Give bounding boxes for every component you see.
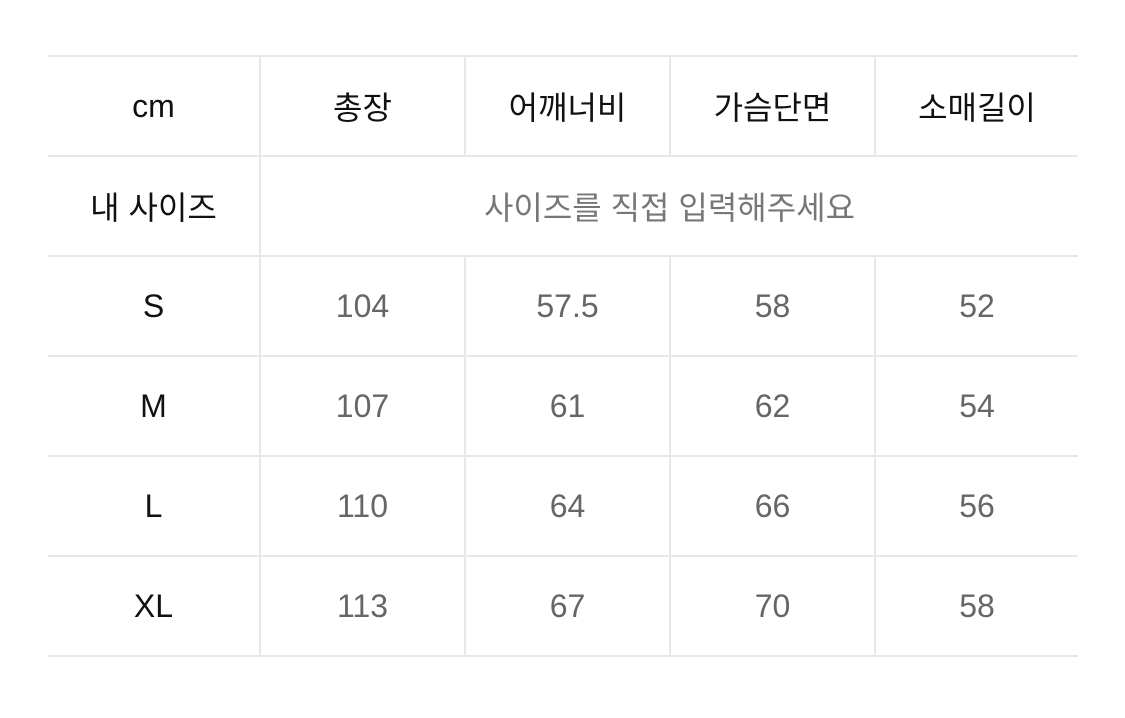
cell-sleeve-length: 54	[874, 355, 1078, 457]
my-size-row: 내 사이즈 사이즈를 직접 입력해주세요	[48, 155, 1078, 257]
cell-total-length: 110	[259, 455, 465, 557]
table-row: L 110 64 66 56	[48, 455, 1078, 557]
cell-total-length: 113	[259, 555, 465, 657]
cell-shoulder-width: 64	[464, 455, 670, 557]
size-chart-table: cm 총장 어깨너비 가슴단면 소매길이 내 사이즈 사이즈를 직접 입력해주세…	[48, 55, 1078, 657]
cell-chest-width: 70	[669, 555, 875, 657]
cell-sleeve-length: 52	[874, 255, 1078, 357]
my-size-label: 내 사이즈	[48, 155, 260, 257]
header-total-length: 총장	[259, 55, 465, 157]
cell-total-length: 107	[259, 355, 465, 457]
cell-shoulder-width: 57.5	[464, 255, 670, 357]
header-unit: cm	[48, 55, 260, 157]
header-shoulder-width: 어깨너비	[464, 55, 670, 157]
cell-sleeve-length: 58	[874, 555, 1078, 657]
table-row: M 107 61 62 54	[48, 355, 1078, 457]
cell-chest-width: 58	[669, 255, 875, 357]
table-row: XL 113 67 70 58	[48, 555, 1078, 657]
cell-sleeve-length: 56	[874, 455, 1078, 557]
header-row: cm 총장 어깨너비 가슴단면 소매길이	[48, 55, 1078, 157]
cell-shoulder-width: 61	[464, 355, 670, 457]
size-label: S	[48, 255, 260, 357]
table-row: S 104 57.5 58 52	[48, 255, 1078, 357]
header-sleeve-length: 소매길이	[874, 55, 1078, 157]
cell-shoulder-width: 67	[464, 555, 670, 657]
size-label: M	[48, 355, 260, 457]
cell-chest-width: 62	[669, 355, 875, 457]
header-chest-width: 가슴단면	[669, 55, 875, 157]
size-label: XL	[48, 555, 260, 657]
size-label: L	[48, 455, 260, 557]
my-size-input[interactable]: 사이즈를 직접 입력해주세요	[259, 155, 1078, 257]
cell-chest-width: 66	[669, 455, 875, 557]
cell-total-length: 104	[259, 255, 465, 357]
